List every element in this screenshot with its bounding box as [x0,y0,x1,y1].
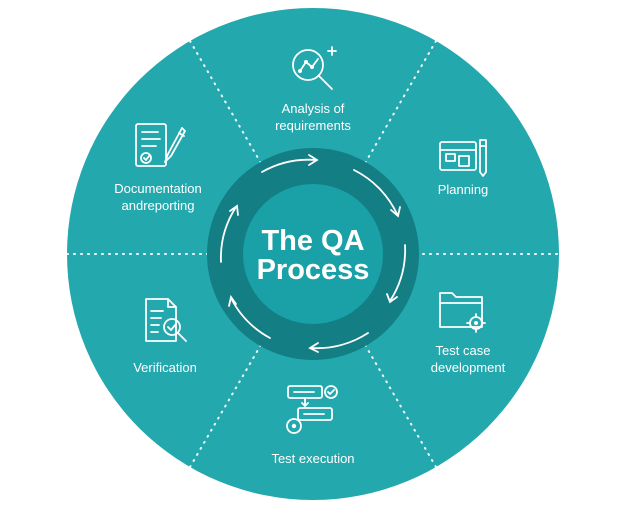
folder-gear-icon [439,292,486,333]
checklist-magnifier-icon [145,298,187,342]
segment-test-case-development: Test case development [431,343,506,375]
arrow-right-head [386,293,398,304]
arrow-left-bottom [230,297,271,339]
arrow-right [389,244,406,302]
arrow-left [220,206,237,263]
segment-label-line: Verification [133,360,197,375]
arrow-left-bottom-head [228,294,237,307]
divider-lower-right [363,342,437,468]
arrow-bottom [310,332,369,350]
magnifier-chart-icon [292,46,337,90]
segment-planning: Planning [438,182,489,197]
divider-upper-right [363,40,437,166]
arrow-top [261,158,317,173]
segment-label-line: Planning [438,182,489,197]
segment-label-line: Analysis of [282,101,345,116]
segment-documentation: Documentation andreporting [114,181,201,213]
segment-label-line: Documentation [114,181,201,196]
center-title-line2: Process [257,254,370,286]
arrow-top-head [308,154,319,166]
center-title-line1: The QA [261,225,364,257]
segment-label-line: andreporting [122,198,195,213]
arrow-left-head [229,204,239,216]
document-pen-icon [135,123,186,167]
segment-label-line: Test case [436,343,491,358]
segment-label-line: development [431,360,506,375]
cycle-arrows [220,154,406,353]
segment-dividers [66,40,560,468]
segment-verification: Verification [133,360,197,375]
flowchart-gear-icon [286,385,338,434]
blueprint-icon [439,139,487,177]
segment-analysis: Analysis of requirements [275,101,351,133]
divider-upper-left [189,40,263,166]
segment-test-execution: Test execution [271,451,354,466]
segment-label-line: Test execution [271,451,354,466]
divider-lower-left [189,342,263,468]
center-disk [243,184,383,324]
segment-label-line: requirements [275,118,351,133]
arrow-right-top [353,169,398,215]
arrow-right-top-head [390,206,401,218]
arrow-bottom-head [308,342,319,353]
